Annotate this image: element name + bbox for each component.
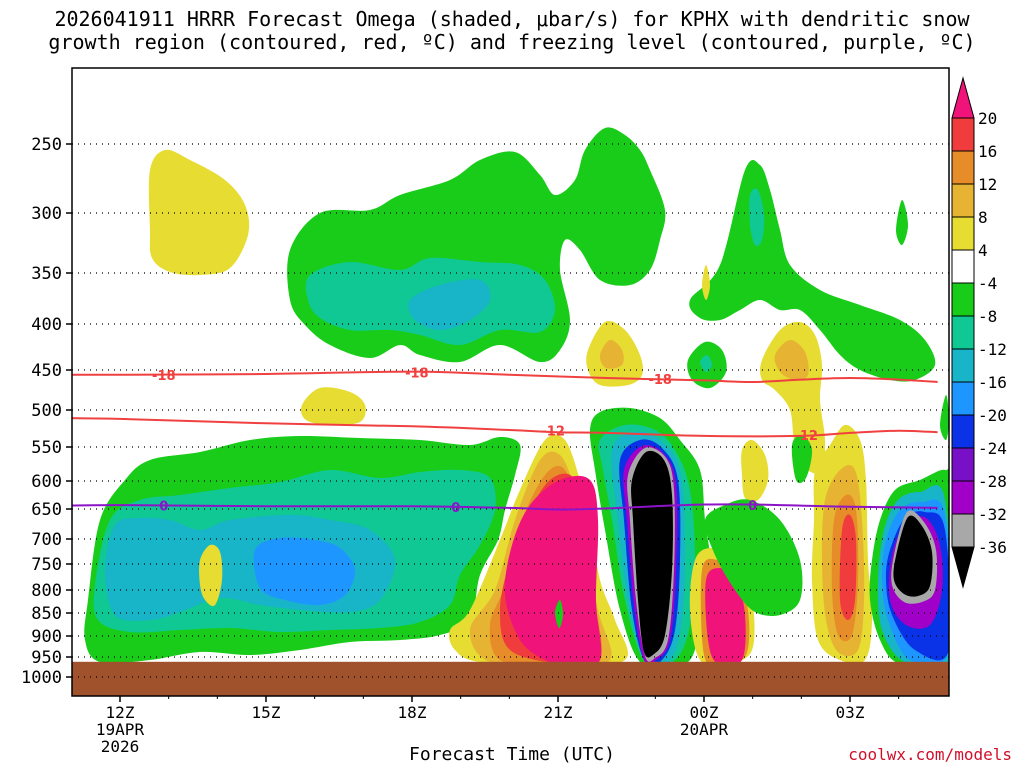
credit-text: coolwx.com/models [848, 745, 1012, 764]
contour-label-5: 0 [159, 500, 168, 515]
ytick-label-950: 950 [31, 648, 62, 668]
colorbar-seg-7 [951, 348, 975, 383]
xtick-label-18Z: 18Z [398, 703, 427, 722]
contour-line-0 [72, 503, 938, 511]
upper-ascent-cyan [408, 279, 491, 330]
colorbar-label-2: 12 [978, 175, 997, 194]
xtick-label-12Z: 12Z [106, 703, 135, 722]
small-green-left [554, 599, 564, 629]
ytick-label-250: 250 [31, 135, 62, 155]
ground-terrain [72, 661, 949, 696]
colorbar: 20 16 12 8 4 -4 -8 -12 -16 -20 -24 -28 -32 -36 [951, 76, 1007, 589]
right-gold-upper [774, 339, 809, 381]
center-magenta [504, 475, 602, 667]
colorbar-seg-5 [951, 282, 975, 317]
contour-label-3: -12 [541, 425, 565, 440]
contour-line-m12 [72, 417, 938, 438]
ytick-label-900: 900 [31, 627, 62, 647]
ytick-label-350: 350 [31, 264, 62, 284]
colorbar-label-10: -24 [978, 439, 1007, 458]
colorbar-label-13: -36 [978, 538, 1007, 557]
colorbar-label-4: 4 [978, 241, 988, 260]
ytick-label-300: 300 [31, 204, 62, 224]
colorbar-seg-3 [951, 216, 975, 251]
contour-label-0: -18 [152, 369, 176, 384]
colorbar-seg-0 [951, 117, 975, 152]
xtick-year-12Z: 2026 [101, 737, 140, 756]
axes: 250 300 350 400 450 500 550 600 650 700 750 800 850 9… [21, 135, 900, 756]
ytick-label-850: 850 [31, 604, 62, 624]
mid-yellow-line [702, 265, 710, 300]
plot-frame [71, 67, 950, 697]
lower-white-hole [199, 544, 223, 607]
colorbar-label-6: -8 [978, 307, 997, 326]
xtick-date-12Z: 19APR [96, 720, 145, 739]
colorbar-label-7: -12 [978, 340, 1007, 359]
xtick-label-03Z: 03Z [836, 703, 865, 722]
temperature-contours: -18 -18 -18 -12 -12 0 0 0 [72, 366, 938, 516]
right-yellow-small [741, 439, 769, 502]
colorbar-label-12: -32 [978, 505, 1007, 524]
ytick-label-600: 600 [31, 472, 62, 492]
upper-right-teal [749, 188, 765, 246]
mid-teal-c [699, 354, 713, 373]
center-right-magenta [705, 568, 746, 667]
upper-right-streak [896, 199, 908, 246]
colorbar-label-3: 8 [978, 208, 988, 227]
right-green-small [791, 434, 813, 484]
colorbar-seg-11 [951, 480, 975, 515]
lower-ascent-blue [253, 537, 356, 606]
xtick-label-15Z: 15Z [252, 703, 281, 722]
ytick-label-450: 450 [31, 361, 62, 381]
colorbar-seg-12 [951, 513, 975, 548]
colorbar-bottom-arrow [951, 546, 975, 589]
ytick-label-550: 550 [31, 438, 62, 458]
colorbar-label-0: 20 [978, 109, 997, 128]
right-red-column [839, 514, 857, 620]
contour-label-1: -18 [405, 366, 429, 381]
chart-title-line2: growth region (contoured, red, ºC) and f… [48, 30, 976, 54]
ytick-label-650: 650 [31, 500, 62, 520]
xtick-label-21Z: 21Z [544, 703, 573, 722]
omega-shaded-field [72, 127, 949, 696]
mid-gold-a [599, 339, 624, 369]
mid-yellow-small [300, 387, 366, 426]
colorbar-seg-8 [951, 381, 975, 416]
xtick-date-00Z: 20APR [680, 720, 729, 739]
colorbar-label-9: -20 [978, 406, 1007, 425]
right-descent-black [893, 515, 933, 597]
colorbar-seg-9 [951, 414, 975, 449]
right-edge-green [940, 394, 949, 441]
x-axis-label: Forecast Time (UTC) [409, 744, 615, 765]
colorbar-seg-2 [951, 183, 975, 218]
colorbar-label-1: 16 [978, 142, 997, 161]
right-green-mid [704, 499, 803, 617]
contour-line-m18 [72, 370, 938, 384]
colorbar-seg-10 [951, 447, 975, 482]
ytick-label-700: 700 [31, 530, 62, 550]
center-descent-black [631, 450, 673, 658]
ytick-label-400: 400 [31, 315, 62, 335]
ytick-label-1000: 1000 [21, 668, 62, 688]
contour-label-4: -12 [794, 429, 818, 444]
colorbar-top-arrow [951, 76, 975, 119]
colorbar-label-5: -4 [978, 274, 997, 293]
contour-label-7: 0 [748, 499, 757, 514]
colorbar-label-11: -28 [978, 472, 1007, 491]
ytick-label-800: 800 [31, 581, 62, 601]
colorbar-seg-1 [951, 150, 975, 185]
ytick-label-750: 750 [31, 555, 62, 575]
colorbar-seg-6 [951, 315, 975, 350]
chart-title-line1: 2026041911 HRRR Forecast Omega (shaded, … [54, 7, 970, 31]
contour-label-6: 0 [451, 501, 460, 516]
colorbar-label-8: -16 [978, 373, 1007, 392]
xtick-label-00Z: 00Z [690, 703, 719, 722]
pressure-gridlines [72, 143, 949, 678]
ytick-label-500: 500 [31, 401, 62, 421]
colorbar-seg-4 [951, 249, 975, 284]
contour-label-2: -18 [648, 373, 672, 388]
